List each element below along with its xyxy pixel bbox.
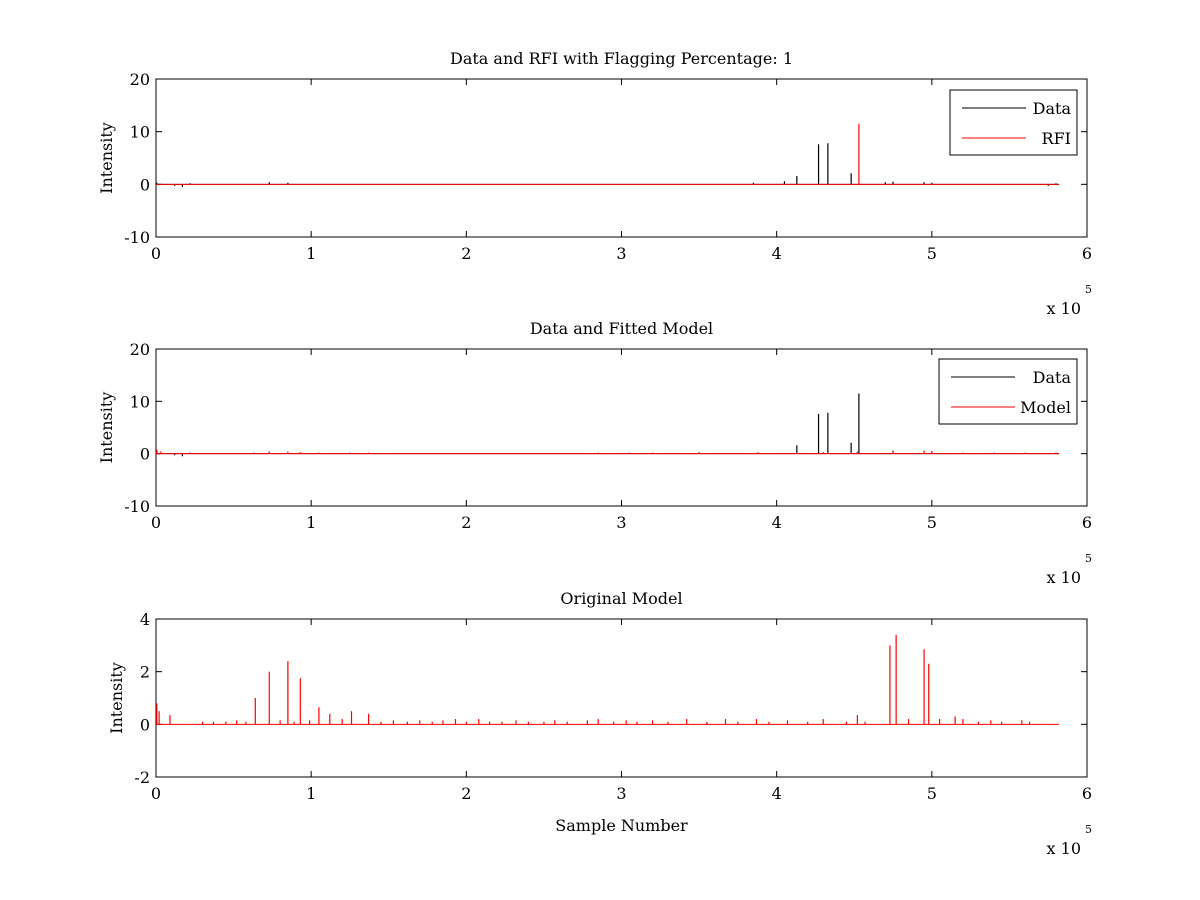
x-tick-label: 6 xyxy=(1082,784,1092,803)
multiplier-exponent: 5 xyxy=(1085,283,1092,296)
multiplier-exponent: 5 xyxy=(1085,552,1092,565)
y-tick-label: 10 xyxy=(130,392,150,411)
x-axis-multiplier: x 10 5 xyxy=(1047,552,1092,587)
x-tick-label: 1 xyxy=(306,784,316,803)
axes-box xyxy=(155,78,1088,238)
series-model xyxy=(156,634,1060,725)
x-tick-label: 2 xyxy=(461,513,471,532)
x-tick-label: 1 xyxy=(306,244,316,263)
x-tick-label: 3 xyxy=(616,513,626,532)
x-tick-label: 4 xyxy=(772,784,782,803)
legend-label: Model xyxy=(1020,398,1071,417)
y-tick-label: -10 xyxy=(124,228,150,247)
series-rfi xyxy=(156,123,1060,185)
legend-label: Data xyxy=(1033,99,1072,118)
x-tick-label: 3 xyxy=(616,244,626,263)
axes-box xyxy=(155,618,1088,778)
x-tick-label: 1 xyxy=(306,513,316,532)
y-tick-label: -2 xyxy=(134,768,150,787)
series-model xyxy=(156,449,1060,455)
x-tick-label: 4 xyxy=(772,244,782,263)
legend-label: RFI xyxy=(1042,129,1071,148)
x-tick-label: 3 xyxy=(616,784,626,803)
multiplier-exponent: 5 xyxy=(1085,823,1092,836)
y-tick-label: 2 xyxy=(140,663,150,682)
y-tick-label: 4 xyxy=(140,610,150,629)
y-tick-label: 20 xyxy=(130,340,150,359)
y-tick-label: 0 xyxy=(140,715,150,734)
axes-box xyxy=(155,348,1088,507)
multiplier-base: x 10 xyxy=(1047,568,1081,587)
x-tick-label: 0 xyxy=(151,784,161,803)
x-tick-label: 2 xyxy=(461,244,471,263)
x-axis-multiplier: x 10 5 xyxy=(1047,823,1092,858)
legend: Data RFI xyxy=(949,89,1078,156)
subplot-title: Original Model xyxy=(560,589,682,608)
y-axis-label: Intensity xyxy=(107,662,126,734)
x-tick-label: 0 xyxy=(151,513,161,532)
legend-box xyxy=(938,358,1078,425)
y-axis-label: Intensity xyxy=(97,392,116,464)
legend: Data Model xyxy=(938,358,1078,425)
legend-label: Data xyxy=(1033,368,1072,387)
x-tick-label: 5 xyxy=(927,244,937,263)
x-tick-label: 5 xyxy=(927,513,937,532)
subplot-title: Data and RFI with Flagging Percentage: 1 xyxy=(450,49,793,68)
multiplier-base: x 10 xyxy=(1047,839,1081,858)
x-axis-label: Sample Number xyxy=(555,816,688,835)
legend-box xyxy=(949,89,1078,156)
y-tick-label: 20 xyxy=(130,70,150,89)
x-tick-label: 0 xyxy=(151,244,161,263)
x-tick-label: 2 xyxy=(461,784,471,803)
x-tick-label: 4 xyxy=(772,513,782,532)
x-axis-multiplier: x 10 5 xyxy=(1047,283,1092,318)
x-tick-label: 5 xyxy=(927,784,937,803)
subplot-title: Data and Fitted Model xyxy=(530,319,713,338)
x-tick-label: 6 xyxy=(1082,513,1092,532)
y-tick-label: 10 xyxy=(130,123,150,142)
y-tick-label: -10 xyxy=(124,497,150,516)
y-axis-label: Intensity xyxy=(97,122,116,194)
multiplier-base: x 10 xyxy=(1047,299,1081,318)
y-tick-label: 0 xyxy=(140,175,150,194)
x-tick-label: 6 xyxy=(1082,244,1092,263)
y-tick-label: 0 xyxy=(140,445,150,464)
